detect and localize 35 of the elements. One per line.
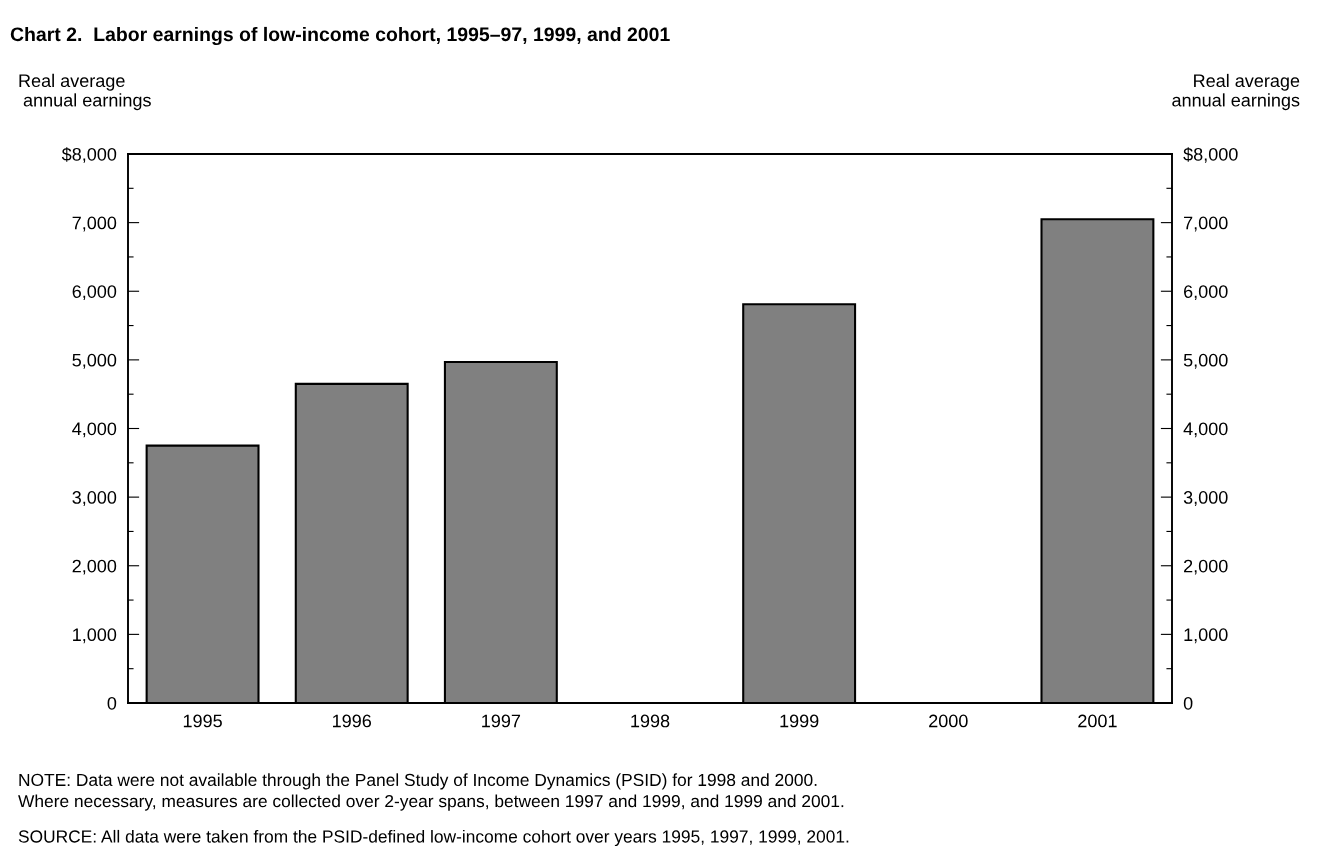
bar — [145, 444, 260, 703]
y-tick-label: 7,000 — [72, 216, 117, 232]
y2-tick-label: 5,000 — [1183, 353, 1228, 369]
y2-tick-label: 0 — [1183, 696, 1193, 710]
y2-tick-label: 3,000 — [1183, 491, 1228, 506]
y-tick-label: 6,000 — [72, 285, 117, 301]
y-axis-title: Real average annual earnings — [19, 73, 151, 111]
x-tick-label: 2001 — [1078, 714, 1117, 728]
chart-title: Chart 2. Labor earnings of low-income cohort, 1995–97, 1999, and 2001 — [10, 26, 670, 46]
x-tick-label: 1997 — [482, 714, 521, 728]
y2-axis-title: Real average annual earnings — [1172, 73, 1300, 111]
y-tick-label: 5,000 — [72, 353, 117, 369]
x-tick-label: 1995 — [183, 714, 222, 728]
y2-tick-label: 6,000 — [1184, 285, 1228, 301]
source-note: SOURCE: All data were taken from the PSID-defined low-income cohort over years 1995, 1997, 1999, 2001. — [18, 829, 849, 847]
x-tick-label: 2000 — [929, 714, 968, 728]
y2-tick-label: $8,000 — [1183, 147, 1238, 163]
y-tick-label: 4,000 — [72, 422, 117, 438]
x-tick-label: 1998 — [631, 714, 670, 728]
y2-tick-label: 4,000 — [1183, 422, 1228, 438]
x-tick-label: 1999 — [780, 714, 819, 728]
y-tick-label: 0 — [107, 696, 117, 710]
y2-tick-label: 1,000 — [1184, 628, 1228, 644]
y-tick-label: 2,000 — [72, 559, 117, 575]
bar — [742, 303, 857, 703]
y-tick-label: $8,000 — [61, 147, 117, 163]
x-tick-label: 1996 — [333, 714, 372, 728]
y2-tick-label: 7,000 — [1184, 216, 1228, 232]
y-tick-label: 1,000 — [73, 628, 117, 644]
bar — [1040, 218, 1155, 703]
bar — [443, 360, 558, 703]
y-tick-label: 3,000 — [72, 491, 117, 506]
y2-tick-label: 2,000 — [1184, 559, 1228, 575]
text: NOTE: Data were not available through the Panel Study of Income Dynamics (PSID) for 1998 and 2000. Where necessary, measures are collected over 2-year spans, between 1997 and 1999, and 1999 and 2001. — [18, 773, 844, 811]
bar — [294, 382, 409, 703]
